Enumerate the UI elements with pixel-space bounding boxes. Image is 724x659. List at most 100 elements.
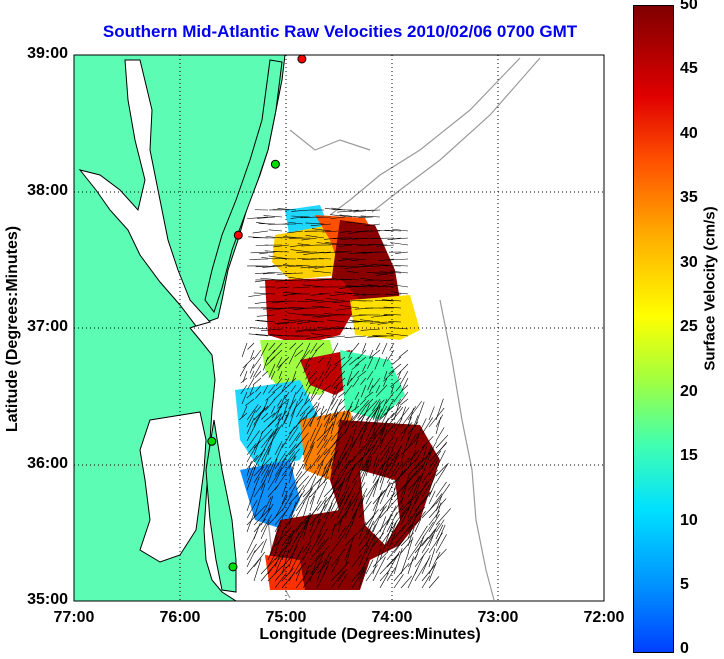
velocity-vector bbox=[246, 404, 259, 421]
velocity-vector bbox=[255, 405, 262, 413]
velocity-vector bbox=[260, 514, 273, 533]
map-title: Southern Mid-Atlantic Raw Velocities 201… bbox=[102, 22, 578, 41]
velocity-vector bbox=[351, 363, 360, 370]
velocity-vector bbox=[254, 370, 262, 378]
velocity-vector bbox=[288, 557, 304, 582]
x-tick-label: 75:00 bbox=[265, 609, 307, 626]
velocity-vector bbox=[309, 539, 326, 561]
velocity-vector bbox=[268, 384, 276, 394]
velocity-vector bbox=[310, 384, 318, 399]
velocity-vector bbox=[295, 502, 305, 519]
velocity-vector bbox=[358, 447, 367, 470]
velocity-vector bbox=[365, 439, 379, 463]
velocity-vector bbox=[272, 265, 290, 267]
velocity-vector bbox=[414, 511, 426, 526]
velocity-vector bbox=[327, 319, 346, 323]
velocity-vector bbox=[393, 292, 409, 295]
velocity-vector bbox=[246, 410, 256, 428]
velocity-vector bbox=[281, 377, 290, 392]
velocity-vector bbox=[242, 370, 248, 383]
velocity-vector bbox=[383, 313, 402, 316]
velocity-vector bbox=[344, 532, 358, 547]
velocity-vector bbox=[302, 445, 314, 470]
velocity-vector bbox=[296, 384, 304, 394]
velocity-vector bbox=[316, 251, 332, 254]
velocity-vector bbox=[316, 278, 332, 281]
velocity-vector bbox=[241, 342, 248, 358]
velocity-vector bbox=[272, 342, 283, 354]
velocity-vector bbox=[309, 560, 324, 575]
velocity-vector bbox=[309, 490, 317, 505]
velocity-vector bbox=[351, 565, 367, 582]
velocity-vector bbox=[400, 481, 409, 505]
velocity-vector bbox=[302, 545, 311, 561]
velocity-vector bbox=[330, 398, 342, 421]
velocity-vector bbox=[310, 223, 332, 226]
velocity-vector bbox=[288, 481, 298, 498]
velocity-vector bbox=[386, 454, 400, 477]
velocity-vector bbox=[400, 436, 410, 463]
velocity-vector bbox=[343, 292, 360, 295]
velocity-vector bbox=[379, 279, 395, 282]
velocity-vector bbox=[288, 432, 301, 449]
velocity-vector bbox=[386, 512, 398, 533]
velocity-vector bbox=[337, 494, 350, 519]
velocity-vector bbox=[302, 440, 309, 456]
velocity-vector bbox=[331, 363, 339, 371]
velocity-vector bbox=[332, 384, 339, 398]
velocity-vector bbox=[344, 493, 355, 512]
velocity-vector bbox=[407, 464, 423, 484]
velocity-vector bbox=[387, 349, 395, 361]
velocity-vector bbox=[337, 573, 348, 589]
velocity-vector bbox=[246, 488, 256, 512]
velocity-vector bbox=[414, 448, 434, 470]
velocity-vector bbox=[390, 405, 402, 419]
velocity-vector bbox=[309, 407, 321, 421]
velocity-vector bbox=[317, 377, 325, 391]
velocity-vector bbox=[287, 377, 297, 387]
velocity-vector bbox=[365, 478, 379, 498]
velocity-vector bbox=[302, 495, 310, 519]
velocity-vector bbox=[290, 249, 311, 253]
velocity-vector bbox=[428, 532, 443, 554]
velocity-vector bbox=[316, 439, 328, 456]
velocity-vector bbox=[379, 481, 391, 505]
velocity-vector bbox=[345, 286, 360, 288]
velocity-vector bbox=[309, 402, 320, 428]
velocity-vector bbox=[414, 433, 420, 449]
velocity-vector bbox=[246, 460, 252, 477]
velocity-vector bbox=[316, 558, 327, 582]
velocity-vector bbox=[290, 216, 304, 219]
velocity-vector bbox=[246, 443, 257, 456]
velocity-vector bbox=[372, 408, 383, 435]
velocity-vector bbox=[309, 423, 323, 449]
velocity-vector bbox=[326, 298, 346, 302]
velocity-vector bbox=[330, 411, 339, 435]
velocity-vector bbox=[379, 449, 390, 477]
velocity-vector bbox=[399, 370, 409, 385]
velocity-vector bbox=[330, 481, 344, 505]
velocity-vector bbox=[395, 384, 402, 392]
velocity-vector bbox=[305, 370, 311, 380]
velocity-vector bbox=[386, 445, 403, 470]
velocity-vector bbox=[386, 406, 404, 428]
velocity-vector bbox=[407, 513, 418, 540]
velocity-vector bbox=[260, 328, 283, 331]
velocity-vector bbox=[428, 522, 441, 540]
velocity-vector bbox=[239, 412, 248, 421]
velocity-vector bbox=[421, 484, 431, 498]
velocity-vector bbox=[395, 398, 402, 407]
velocity-vector bbox=[253, 541, 264, 554]
velocity-vector bbox=[311, 333, 332, 337]
velocity-vector bbox=[365, 524, 376, 547]
velocity-vector bbox=[358, 544, 369, 568]
velocity-vector bbox=[281, 451, 295, 470]
velocity-vector bbox=[355, 356, 367, 366]
velocity-vector bbox=[348, 209, 367, 212]
velocity-vector bbox=[244, 398, 255, 407]
colorbar bbox=[633, 5, 674, 653]
velocity-vector bbox=[358, 400, 378, 421]
velocity-vector bbox=[337, 410, 345, 428]
velocity-vector bbox=[344, 467, 354, 491]
colorbar-tick: 35 bbox=[680, 189, 698, 206]
